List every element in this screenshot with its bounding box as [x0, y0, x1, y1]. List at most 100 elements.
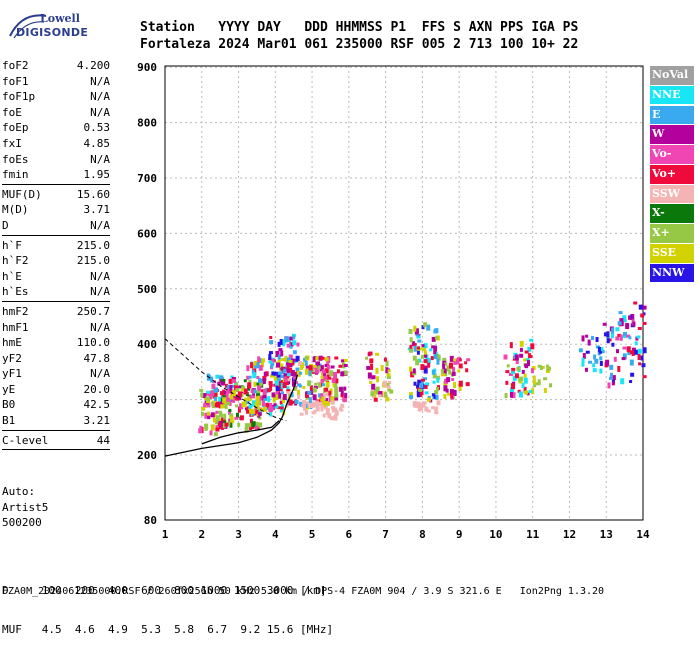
- echo-point: [210, 424, 215, 431]
- echo-point: [581, 335, 585, 342]
- echo-point: [256, 376, 260, 380]
- echo-point: [244, 423, 248, 430]
- param-name: C-level: [2, 433, 49, 447]
- echo-point: [299, 371, 303, 375]
- echo-point: [286, 386, 290, 391]
- echo-point: [622, 315, 627, 322]
- echo-point: [292, 335, 296, 340]
- echo-point: [536, 382, 540, 386]
- echo-point: [511, 367, 516, 371]
- echo-point: [305, 365, 309, 369]
- echo-point: [509, 342, 513, 349]
- param-value: N/A: [90, 105, 110, 119]
- echo-point: [259, 395, 264, 401]
- echo-point: [452, 367, 456, 373]
- echo-point: [288, 392, 293, 396]
- echo-point: [330, 396, 335, 402]
- echo-point: [325, 408, 330, 412]
- echo-point: [591, 336, 595, 341]
- echo-point: [255, 396, 260, 403]
- echo-point: [642, 321, 647, 325]
- echo-point: [340, 403, 345, 408]
- y-tick-label: 600: [137, 227, 157, 240]
- echo-point: [257, 387, 261, 391]
- x-tick-label: 6: [346, 528, 353, 541]
- echo-point: [252, 372, 257, 379]
- echo-point: [231, 384, 236, 388]
- echo-point: [269, 340, 274, 345]
- logo-swoosh-icon: [9, 14, 47, 39]
- echo-point: [334, 382, 338, 388]
- echo-point: [338, 364, 343, 368]
- echo-point: [343, 370, 348, 376]
- echo-point: [521, 382, 525, 388]
- echo-point: [321, 383, 325, 387]
- echo-point: [270, 383, 274, 387]
- echo-point: [240, 388, 244, 392]
- echo-point: [254, 421, 259, 428]
- echo-point: [247, 382, 252, 389]
- echo-point: [211, 401, 215, 406]
- param-name: h`F2: [2, 254, 29, 268]
- echo-point: [258, 364, 263, 371]
- echo-point: [444, 362, 448, 366]
- echo-point: [377, 391, 382, 395]
- echo-point: [228, 408, 232, 412]
- echo-point: [209, 394, 213, 400]
- echo-point: [205, 396, 210, 402]
- echo-point: [531, 388, 535, 395]
- param-value: N/A: [90, 320, 110, 334]
- echo-point: [423, 350, 427, 355]
- echo-point: [465, 382, 470, 387]
- echo-point: [519, 340, 524, 347]
- echo-point: [275, 351, 280, 358]
- echo-point: [217, 422, 221, 426]
- echo-point: [258, 400, 262, 406]
- echo-point: [257, 377, 261, 383]
- echo-point: [446, 392, 451, 396]
- echo-point: [239, 415, 244, 421]
- echo-point: [436, 358, 440, 365]
- param-value: 15.60: [76, 187, 110, 201]
- echo-point: [506, 364, 510, 368]
- echo-point: [280, 350, 284, 357]
- echo-point: [213, 432, 218, 437]
- echo-point: [253, 381, 257, 387]
- echo-point: [282, 394, 287, 401]
- echo-point: [218, 413, 223, 418]
- echo-point: [340, 390, 344, 396]
- echo-point: [637, 354, 641, 361]
- param-value: N/A: [90, 367, 110, 381]
- echo-point: [420, 364, 425, 371]
- echo-point: [385, 360, 389, 367]
- logo-lowell-text: Lowell: [40, 12, 80, 25]
- echo-point: [431, 369, 435, 375]
- echo-point: [284, 336, 289, 343]
- echo-point: [269, 402, 273, 409]
- legend-item: E: [650, 105, 694, 125]
- echo-point: [529, 338, 534, 342]
- echo-point: [421, 354, 425, 359]
- echo-point: [619, 318, 624, 323]
- echo-point: [524, 390, 529, 395]
- echo-point: [208, 414, 212, 418]
- echo-point: [416, 402, 421, 408]
- echo-point: [449, 362, 454, 369]
- echo-point: [609, 372, 613, 379]
- echo-point: [221, 378, 226, 383]
- param-row: C-level 44: [2, 433, 110, 449]
- echo-point: [261, 361, 265, 368]
- echo-point: [423, 359, 428, 364]
- echo-point: [530, 343, 535, 350]
- x-tick-label: 3: [235, 528, 242, 541]
- y-tick-label: 700: [137, 172, 157, 185]
- echo-point: [269, 335, 273, 339]
- echo-point: [324, 364, 328, 368]
- echo-point: [237, 385, 242, 389]
- echo-point: [442, 357, 447, 361]
- echo-point: [257, 356, 261, 363]
- echo-point: [416, 335, 421, 339]
- echo-point: [431, 393, 435, 397]
- auto-version: 500200: [2, 516, 42, 529]
- echo-point: [324, 368, 329, 374]
